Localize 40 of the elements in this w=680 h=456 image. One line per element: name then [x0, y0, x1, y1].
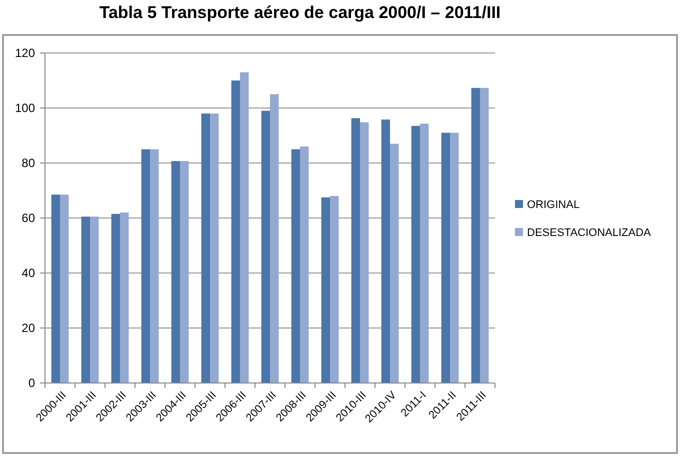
bar	[240, 72, 249, 383]
bar	[270, 94, 279, 383]
bar	[291, 149, 300, 383]
y-tick-label: 40	[22, 266, 36, 280]
bar	[261, 110, 270, 383]
bar	[90, 216, 99, 383]
bar	[420, 124, 429, 383]
bar	[60, 194, 69, 383]
bar	[480, 88, 489, 383]
y-tick-label: 80	[22, 156, 36, 170]
bar	[351, 118, 360, 383]
bar	[360, 122, 369, 383]
bar	[450, 132, 459, 383]
bar	[441, 132, 450, 383]
bar	[300, 146, 309, 383]
bar	[390, 144, 399, 383]
y-tick-label: 120	[14, 46, 36, 60]
legend-label: ORIGINAL	[527, 198, 580, 211]
bar	[411, 126, 420, 383]
bar	[321, 197, 330, 383]
bar	[111, 214, 120, 383]
y-tick-label: 0	[28, 376, 36, 390]
bar	[471, 88, 480, 383]
bar	[171, 161, 180, 383]
bar	[120, 212, 129, 383]
y-tick-label: 20	[22, 321, 36, 336]
y-tick-label: 100	[14, 101, 36, 116]
bar	[201, 114, 210, 383]
bar	[51, 194, 60, 383]
y-tick-label: 60	[22, 211, 36, 226]
legend-label: DESESTACIONALIZADA	[527, 226, 652, 239]
bar	[141, 149, 150, 383]
bar	[180, 161, 189, 383]
bar	[231, 80, 240, 383]
bar	[150, 149, 159, 383]
bar	[330, 196, 339, 383]
chart-title: Tabla 5 Transporte aéreo de carga 2000/I – 2011/III	[99, 3, 501, 22]
bar	[210, 114, 219, 383]
bar	[81, 216, 90, 383]
bar	[381, 120, 390, 383]
